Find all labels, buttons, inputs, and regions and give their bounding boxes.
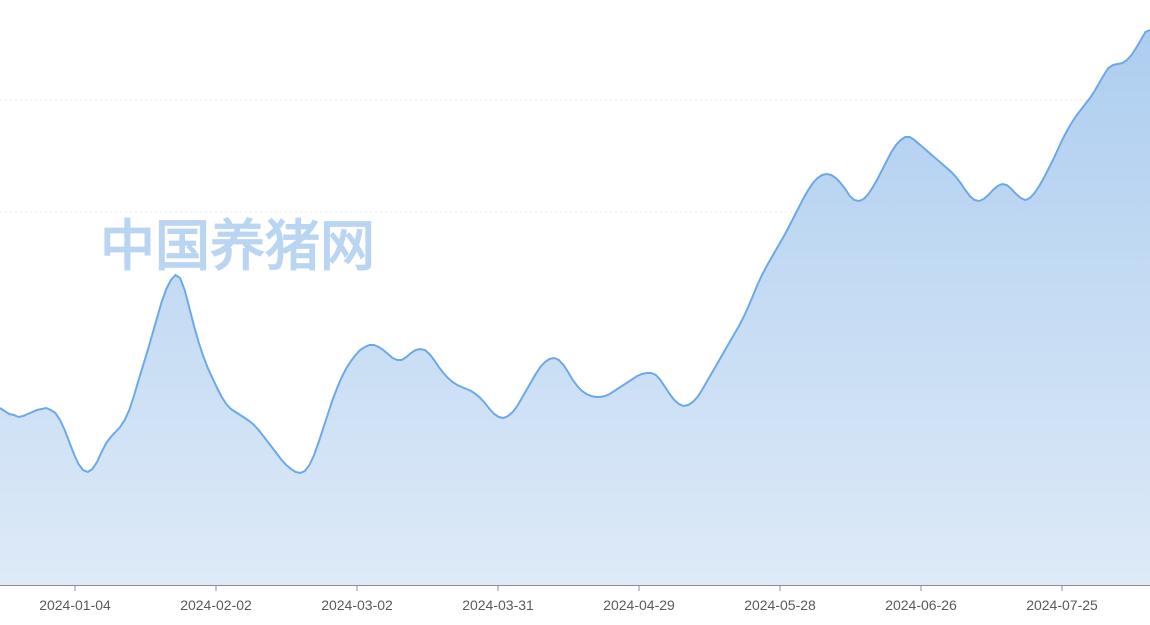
x-axis-label: 2024-01-04 [39,597,111,613]
chart-container: 中国养猪网 2024-01-042024-02-022024-03-022024… [0,0,1150,625]
watermark-text: 中国养猪网 [100,215,375,277]
x-axis-label: 2024-02-02 [180,597,252,613]
x-axis-label: 2024-04-29 [603,597,675,613]
x-axis [0,585,1150,591]
x-axis-labels: 2024-01-04 2024-02-02 2024-03-02 2024-03-31… [39,597,1098,613]
x-axis-label: 2024-03-31 [462,597,534,613]
x-axis-label: 2024-05-28 [744,597,816,613]
x-axis-label: 2024-03-02 [321,597,393,613]
grid-lines [0,100,1150,212]
x-axis-label: 2024-07-25 [1026,597,1098,613]
area-chart: 中国养猪网 2024-01-042024-02-022024-03-022024… [0,0,1150,625]
series-area [0,30,1150,585]
x-axis-label: 2024-06-26 [885,597,957,613]
